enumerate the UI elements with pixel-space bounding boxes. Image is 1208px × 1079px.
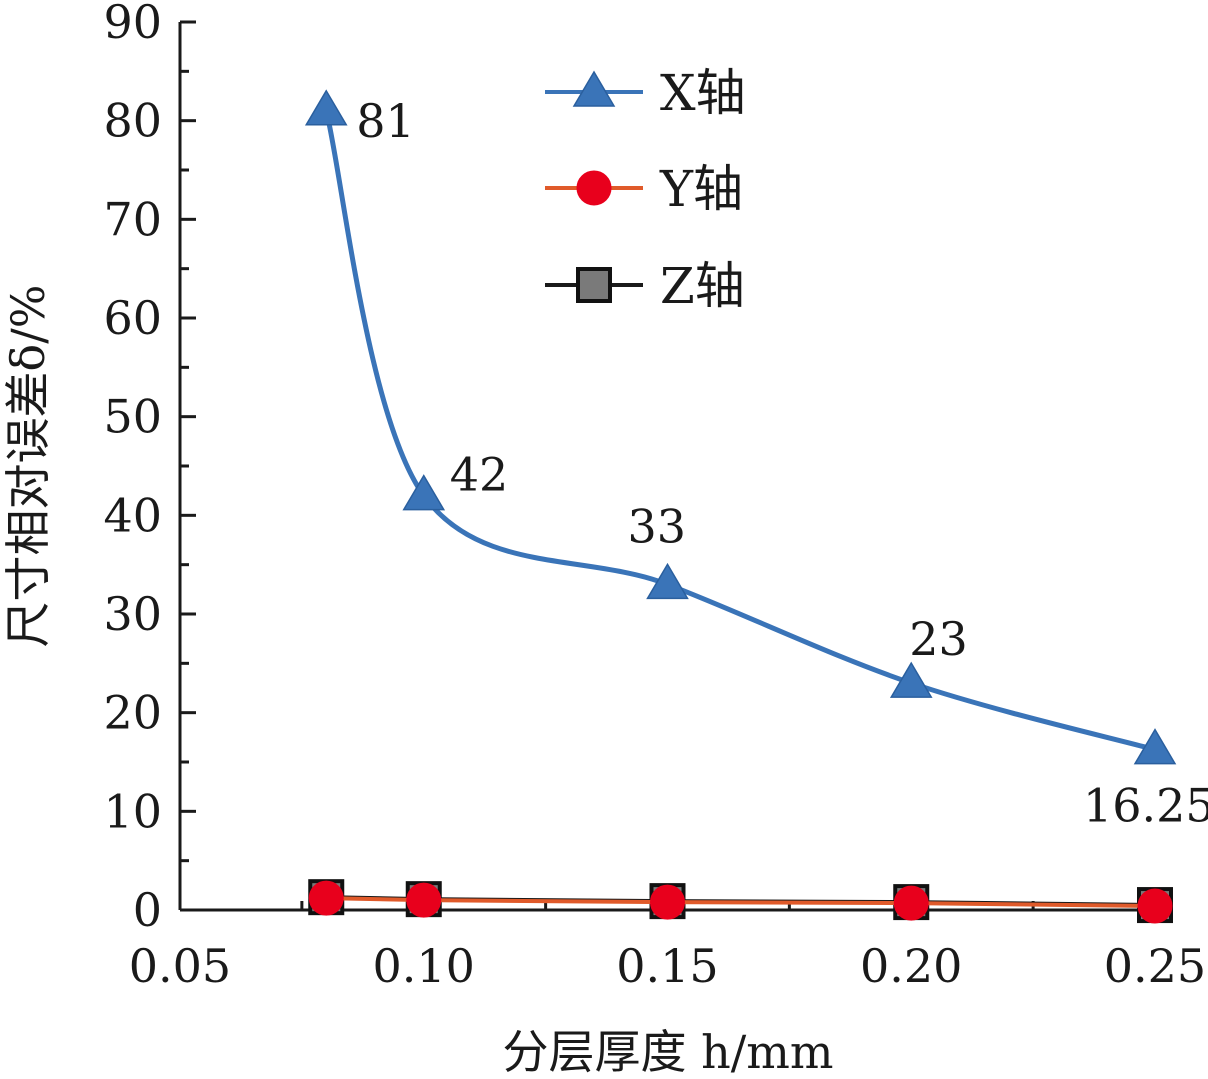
y-axis-title: 尺寸相对误差δ/% (1, 285, 55, 648)
data-label: 23 (909, 612, 968, 666)
data-point-circle (406, 882, 442, 918)
x-tick-label: 0.25 (1104, 939, 1206, 993)
x-tick-label: 0.20 (860, 939, 962, 993)
y-tick-label: 60 (103, 291, 162, 345)
x-axis-title: 分层厚度 h/mm (503, 1025, 834, 1079)
data-point-circle (650, 884, 685, 920)
legend-marker-square (576, 267, 612, 303)
y-tick-label: 80 (103, 94, 162, 148)
data-labels: 81 42 33 23 16.25 (356, 94, 1208, 833)
y-tick-label: 20 (103, 686, 162, 740)
x-tick-label: 0.15 (616, 939, 718, 993)
data-point-triangle (402, 474, 446, 511)
y-tick-label: 90 (103, 0, 162, 49)
legend-label: Y轴 (659, 160, 743, 218)
legend-label: Z轴 (660, 257, 745, 315)
legend: X轴 Y轴 Z轴 (545, 64, 746, 315)
y-tick-label: 50 (103, 390, 162, 444)
x-tick-label: 0.10 (373, 939, 475, 993)
data-point-triangle (646, 562, 689, 600)
data-point-circle (893, 885, 929, 921)
data-label: 33 (628, 499, 687, 553)
data-label: 81 (356, 94, 415, 148)
y-tick-label: 30 (103, 587, 162, 641)
legend-marker-triangle (572, 70, 616, 107)
y-tick-label: 0 (133, 883, 162, 937)
x-tick-label: 0.05 (129, 939, 231, 993)
y-tick-label: 70 (103, 192, 162, 246)
data-point-triangle (304, 89, 348, 126)
legend-marker-circle (576, 170, 612, 206)
data-point-circle (308, 880, 344, 916)
y-tick-label: 40 (103, 488, 162, 542)
y-tick-label: 10 (103, 784, 162, 838)
series-layer (304, 89, 1177, 924)
axes: 0 10 20 30 40 50 60 70 80 90 0.05 0.10 0.15 0.20 0.25 (103, 0, 1206, 993)
data-point-triangle (1133, 728, 1177, 765)
series-line-triangle (323, 110, 1156, 753)
data-label: 16.25 (1083, 779, 1208, 833)
data-point-triangle (889, 661, 933, 698)
data-point-circle (1137, 888, 1173, 924)
legend-label: X轴 (660, 64, 746, 122)
data-label: 42 (450, 448, 509, 502)
